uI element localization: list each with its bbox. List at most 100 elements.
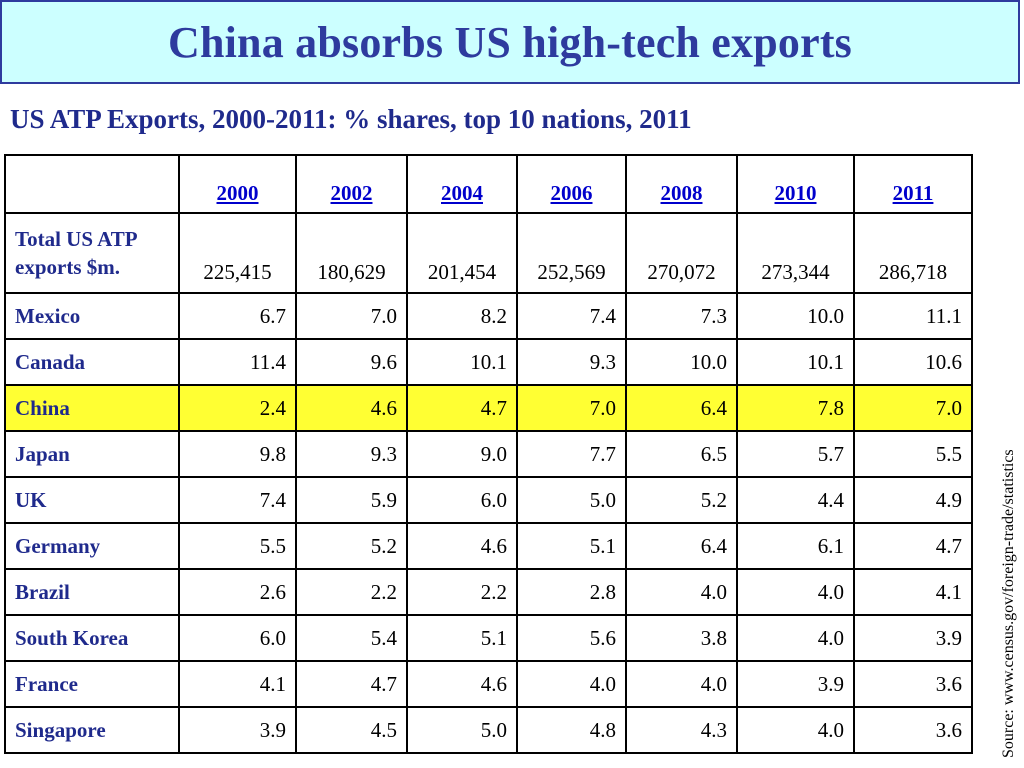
table-row: France 4.1 4.7 4.6 4.0 4.0 3.9 3.6 bbox=[4, 660, 973, 708]
share-value-cell: 3.9 bbox=[178, 706, 297, 754]
year-header-cell: 2010 bbox=[736, 154, 855, 214]
share-value-cell: 4.7 bbox=[406, 384, 518, 432]
year-link[interactable]: 2000 bbox=[216, 180, 259, 205]
share-value-cell: 7.4 bbox=[516, 292, 627, 340]
year-header-cell: 2002 bbox=[295, 154, 408, 214]
share-value-cell: 5.0 bbox=[516, 476, 627, 524]
share-value-cell: 4.1 bbox=[178, 660, 297, 708]
total-value-cell: 286,718 bbox=[853, 212, 973, 294]
title-banner: China absorbs US high-tech exports bbox=[0, 0, 1020, 84]
header-row: 2000 2002 2004 2006 2008 2010 2011 bbox=[4, 154, 973, 214]
share-value-cell: 6.0 bbox=[178, 614, 297, 662]
year-link[interactable]: 2011 bbox=[892, 180, 934, 205]
nation-name-cell: Japan bbox=[4, 430, 180, 478]
share-value-cell: 6.7 bbox=[178, 292, 297, 340]
share-value-cell: 5.6 bbox=[516, 614, 627, 662]
nation-name-cell: Brazil bbox=[4, 568, 180, 616]
year-header-cell: 2004 bbox=[406, 154, 518, 214]
share-value-cell: 6.4 bbox=[625, 384, 738, 432]
share-value-cell: 9.8 bbox=[178, 430, 297, 478]
nation-name-cell: France bbox=[4, 660, 180, 708]
total-value-cell: 270,072 bbox=[625, 212, 738, 294]
share-value-cell: 11.1 bbox=[853, 292, 973, 340]
share-value-cell: 6.0 bbox=[406, 476, 518, 524]
nation-name-cell: Singapore bbox=[4, 706, 180, 754]
share-value-cell: 7.4 bbox=[178, 476, 297, 524]
share-value-cell: 7.0 bbox=[516, 384, 627, 432]
share-value-cell: 2.2 bbox=[406, 568, 518, 616]
year-header-cell: 2008 bbox=[625, 154, 738, 214]
share-value-cell: 3.6 bbox=[853, 660, 973, 708]
share-value-cell: 4.0 bbox=[736, 706, 855, 754]
share-value-cell: 2.8 bbox=[516, 568, 627, 616]
share-value-cell: 5.1 bbox=[406, 614, 518, 662]
share-value-cell: 5.4 bbox=[295, 614, 408, 662]
share-value-cell: 5.0 bbox=[406, 706, 518, 754]
total-value-cell: 201,454 bbox=[406, 212, 518, 294]
year-header-cell: 2011 bbox=[853, 154, 973, 214]
nation-name-cell: Canada bbox=[4, 338, 180, 386]
table-row: South Korea 6.0 5.4 5.1 5.6 3.8 4.0 3.9 bbox=[4, 614, 973, 662]
total-value-cell: 252,569 bbox=[516, 212, 627, 294]
share-value-cell: 4.6 bbox=[295, 384, 408, 432]
year-link[interactable]: 2002 bbox=[330, 180, 373, 205]
table-row: China 2.4 4.6 4.7 7.0 6.4 7.8 7.0 bbox=[4, 384, 973, 432]
share-value-cell: 9.0 bbox=[406, 430, 518, 478]
year-link[interactable]: 2008 bbox=[660, 180, 703, 205]
table-row: Mexico 6.7 7.0 8.2 7.4 7.3 10.0 11.1 bbox=[4, 292, 973, 340]
share-value-cell: 4.7 bbox=[295, 660, 408, 708]
total-row: Total US ATP exports $m. 225,415 180,629 2… bbox=[4, 212, 973, 294]
total-value-cell: 180,629 bbox=[295, 212, 408, 294]
share-value-cell: 2.6 bbox=[178, 568, 297, 616]
year-header-cell: 2006 bbox=[516, 154, 627, 214]
share-value-cell: 9.6 bbox=[295, 338, 408, 386]
year-link[interactable]: 2010 bbox=[774, 180, 817, 205]
share-value-cell: 4.8 bbox=[516, 706, 627, 754]
share-value-cell: 5.9 bbox=[295, 476, 408, 524]
share-value-cell: 5.5 bbox=[178, 522, 297, 570]
share-value-cell: 4.3 bbox=[625, 706, 738, 754]
share-value-cell: 10.1 bbox=[736, 338, 855, 386]
year-link[interactable]: 2006 bbox=[550, 180, 593, 205]
share-value-cell: 10.6 bbox=[853, 338, 973, 386]
share-value-cell: 2.2 bbox=[295, 568, 408, 616]
nation-name-cell: China bbox=[4, 384, 180, 432]
share-value-cell: 6.1 bbox=[736, 522, 855, 570]
share-value-cell: 2.4 bbox=[178, 384, 297, 432]
header-corner-cell bbox=[4, 154, 180, 214]
share-value-cell: 3.9 bbox=[736, 660, 855, 708]
nation-name-cell: Mexico bbox=[4, 292, 180, 340]
total-value-cell: 225,415 bbox=[178, 212, 297, 294]
table-row: Japan 9.8 9.3 9.0 7.7 6.5 5.7 5.5 bbox=[4, 430, 973, 478]
table-row: UK 7.4 5.9 6.0 5.0 5.2 4.4 4.9 bbox=[4, 476, 973, 524]
share-value-cell: 8.2 bbox=[406, 292, 518, 340]
share-value-cell: 4.5 bbox=[295, 706, 408, 754]
share-value-cell: 11.4 bbox=[178, 338, 297, 386]
share-value-cell: 4.9 bbox=[853, 476, 973, 524]
share-value-cell: 4.0 bbox=[736, 614, 855, 662]
share-value-cell: 4.4 bbox=[736, 476, 855, 524]
share-value-cell: 4.6 bbox=[406, 522, 518, 570]
year-link[interactable]: 2004 bbox=[441, 180, 483, 205]
share-value-cell: 10.0 bbox=[736, 292, 855, 340]
total-value-cell: 273,344 bbox=[736, 212, 855, 294]
share-value-cell: 6.4 bbox=[625, 522, 738, 570]
share-value-cell: 4.0 bbox=[736, 568, 855, 616]
year-header-cell: 2000 bbox=[178, 154, 297, 214]
share-value-cell: 4.1 bbox=[853, 568, 973, 616]
share-value-cell: 5.7 bbox=[736, 430, 855, 478]
share-value-cell: 7.0 bbox=[853, 384, 973, 432]
page-title: China absorbs US high-tech exports bbox=[167, 17, 852, 67]
share-value-cell: 10.1 bbox=[406, 338, 518, 386]
nation-name-cell: Germany bbox=[4, 522, 180, 570]
share-value-cell: 7.3 bbox=[625, 292, 738, 340]
share-value-cell: 7.7 bbox=[516, 430, 627, 478]
share-value-cell: 3.8 bbox=[625, 614, 738, 662]
table-row: Canada 11.4 9.6 10.1 9.3 10.0 10.1 10.6 bbox=[4, 338, 973, 386]
share-value-cell: 9.3 bbox=[516, 338, 627, 386]
share-value-cell: 5.2 bbox=[295, 522, 408, 570]
share-value-cell: 5.1 bbox=[516, 522, 627, 570]
share-value-cell: 9.3 bbox=[295, 430, 408, 478]
share-value-cell: 4.0 bbox=[625, 660, 738, 708]
share-value-cell: 4.6 bbox=[406, 660, 518, 708]
